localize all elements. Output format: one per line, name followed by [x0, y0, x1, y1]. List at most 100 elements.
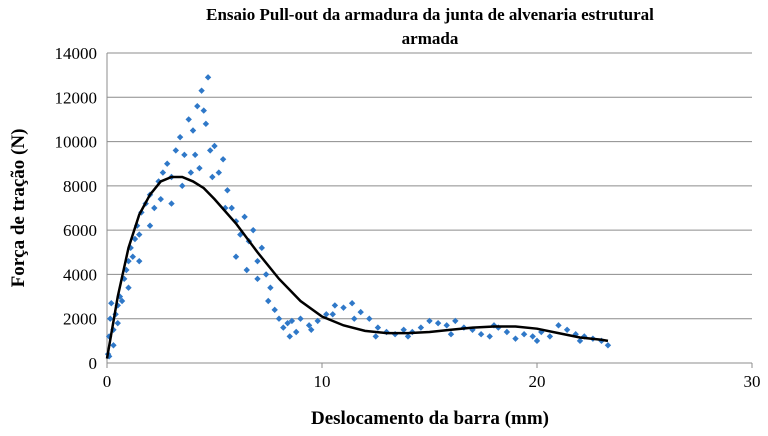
data-point — [250, 226, 257, 234]
data-point — [452, 317, 459, 325]
data-point — [168, 200, 175, 207]
data-point — [572, 331, 579, 338]
data-point — [136, 231, 143, 238]
data-point — [157, 195, 164, 203]
data-point — [434, 319, 442, 327]
x-tick-label: 30 — [744, 372, 761, 391]
data-point — [129, 253, 136, 260]
y-tick-label: 14000 — [55, 44, 98, 63]
y-tick-label: 12000 — [55, 88, 98, 107]
data-point — [520, 331, 528, 338]
data-point — [576, 337, 584, 345]
data-point — [284, 319, 291, 327]
data-point — [194, 102, 201, 110]
data-point — [351, 315, 358, 322]
data-point — [209, 173, 216, 181]
data-point — [308, 326, 315, 333]
data-point — [529, 333, 536, 340]
y-tick-label: 4000 — [63, 265, 97, 284]
data-point — [125, 284, 132, 291]
data-point — [211, 142, 218, 150]
y-axis-label: Força de tração (N) — [8, 129, 29, 288]
data-point — [207, 147, 214, 154]
data-point — [280, 324, 287, 331]
data-point — [222, 204, 229, 212]
data-point — [323, 311, 330, 318]
data-point — [159, 169, 167, 176]
x-axis-label: Deslocamento da barra (mm) — [311, 408, 549, 429]
data-point — [228, 204, 235, 212]
data-point — [400, 326, 407, 333]
data-point — [118, 297, 126, 305]
y-tick-label: 2000 — [63, 310, 97, 329]
data-point — [187, 169, 195, 176]
data-point — [262, 271, 270, 278]
data-point — [426, 317, 433, 325]
data-point — [271, 306, 278, 314]
data-point — [151, 204, 158, 212]
data-point — [172, 147, 179, 154]
data-point — [185, 116, 192, 123]
data-point — [443, 322, 450, 329]
data-point — [219, 156, 227, 163]
data-point — [108, 300, 115, 307]
data-point — [176, 133, 184, 141]
data-point — [372, 333, 379, 340]
y-tick-label: 0 — [89, 354, 98, 373]
data-point — [136, 257, 143, 265]
data-point — [110, 342, 117, 349]
data-point — [374, 324, 382, 331]
trend-line — [105, 175, 609, 359]
data-point — [486, 333, 493, 340]
data-point — [357, 308, 364, 316]
data-point — [265, 297, 272, 305]
data-point — [447, 331, 455, 338]
data-point — [254, 275, 261, 283]
data-point — [477, 331, 485, 338]
data-point — [189, 127, 197, 134]
data-point — [275, 315, 283, 322]
data-point — [533, 337, 541, 345]
data-point — [196, 164, 203, 172]
data-point — [555, 322, 562, 329]
data-point — [232, 253, 240, 260]
data-point — [288, 317, 296, 325]
data-point — [512, 335, 519, 342]
data-point — [563, 326, 571, 333]
data-point — [258, 244, 265, 252]
data-point — [503, 328, 511, 336]
data-point — [366, 315, 373, 322]
data-point — [581, 333, 588, 340]
data-point — [131, 235, 139, 243]
data-point — [114, 319, 121, 327]
chart-title: Ensaio Pull-out da armadura da junta de … — [206, 5, 654, 24]
data-point — [538, 328, 545, 336]
data-point — [198, 87, 205, 94]
data-point — [404, 333, 412, 340]
data-point — [297, 315, 304, 322]
y-tick-label: 10000 — [55, 133, 98, 152]
x-tick-label: 0 — [103, 372, 112, 391]
data-point — [267, 284, 274, 291]
y-tick-label: 6000 — [63, 221, 97, 240]
data-point — [200, 107, 207, 114]
data-point — [243, 266, 250, 274]
x-tick-label: 20 — [529, 372, 546, 391]
data-point — [305, 322, 313, 329]
data-point — [348, 300, 356, 307]
data-point — [204, 74, 212, 81]
x-tick-label: 10 — [314, 372, 331, 391]
data-point — [215, 169, 222, 176]
data-point — [224, 187, 231, 194]
data-point — [202, 120, 210, 128]
data-point — [329, 311, 336, 318]
data-point — [340, 304, 347, 311]
data-point — [546, 333, 554, 340]
data-point — [604, 342, 612, 349]
y-tick-label: 8000 — [63, 177, 97, 196]
data-point — [286, 333, 293, 340]
data-point — [191, 151, 199, 159]
data-point — [146, 222, 154, 229]
data-point — [293, 328, 300, 336]
